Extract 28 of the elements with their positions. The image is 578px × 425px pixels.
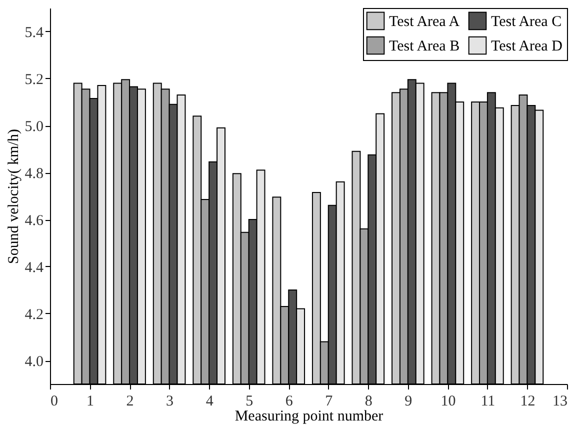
x-tick-label: 11 xyxy=(480,394,496,410)
y-tick-label: 4.4 xyxy=(24,260,44,276)
y-tick-label: 5.4 xyxy=(24,25,44,41)
x-tick-label: 8 xyxy=(364,394,372,410)
y-axis-title: Sound velocity( km/h) xyxy=(6,129,22,264)
x-tick-label: 10 xyxy=(440,394,456,410)
legend-label: Test Area B xyxy=(389,38,460,54)
y-tick-label: 4.2 xyxy=(24,307,44,323)
x-axis-title: Measuring point number xyxy=(234,408,384,424)
x-tick-label: 0 xyxy=(50,394,58,410)
x-tick-label: 5 xyxy=(246,394,254,410)
x-tick-label: 7 xyxy=(325,394,334,410)
x-tick-label: 3 xyxy=(166,394,174,410)
x-tick-label: 12 xyxy=(520,394,536,410)
x-tick-label: 4 xyxy=(206,394,214,410)
legend-label: Test Area C xyxy=(491,14,562,30)
y-tick-label: 4.0 xyxy=(24,354,44,370)
x-tick-label: 13 xyxy=(552,394,568,410)
y-tick-label: 4.6 xyxy=(24,213,44,229)
legend-label: Test Area D xyxy=(491,38,563,54)
legend-label: Test Area A xyxy=(389,14,460,30)
y-tick-label: 5.2 xyxy=(24,72,44,88)
y-tick-label: 4.8 xyxy=(24,166,44,182)
y-tick-label: 5.0 xyxy=(24,119,44,135)
x-tick-label: 2 xyxy=(126,394,134,410)
x-tick-label: 9 xyxy=(404,394,412,410)
x-tick-label: 6 xyxy=(285,394,294,410)
x-tick-label: 1 xyxy=(86,394,94,410)
